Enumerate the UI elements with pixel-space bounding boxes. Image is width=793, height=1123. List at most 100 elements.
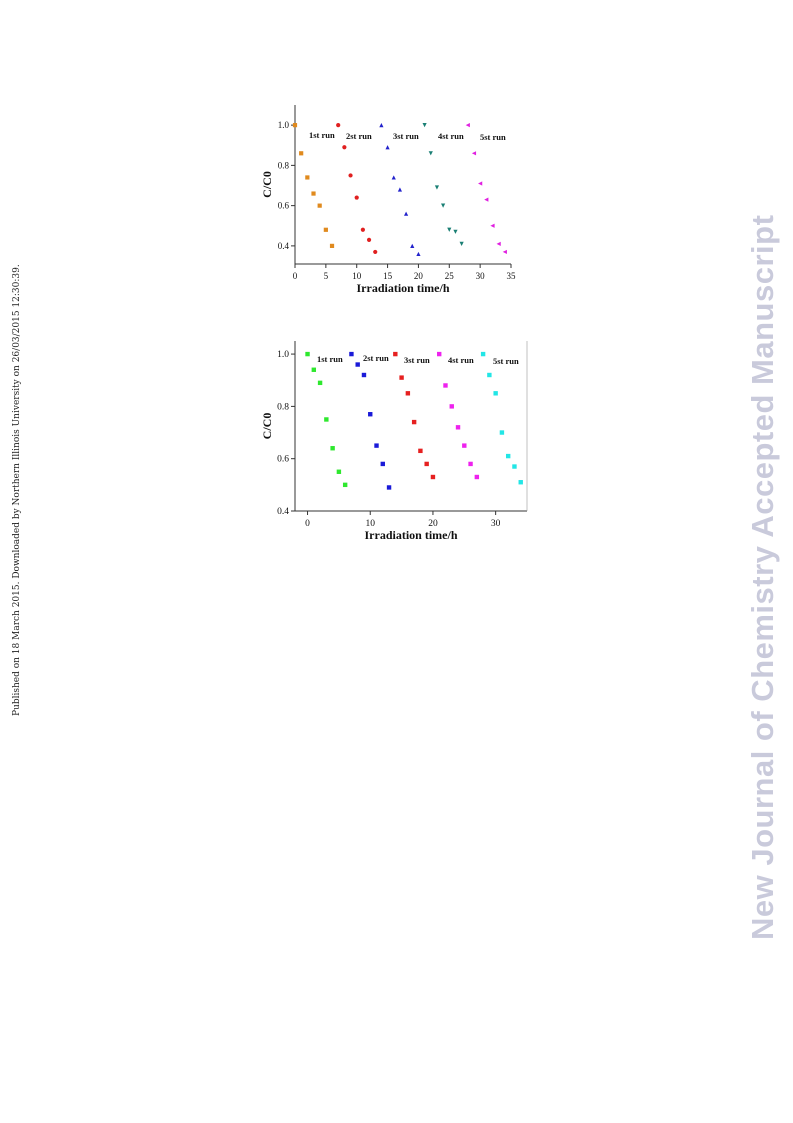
- data-point: [453, 229, 458, 234]
- series-label: 1st run: [317, 354, 343, 364]
- x-tick-label: 5: [324, 271, 329, 281]
- data-point: [484, 197, 489, 202]
- x-tick-label: 20: [414, 271, 424, 281]
- data-point: [490, 223, 495, 228]
- data-point: [474, 474, 480, 480]
- x-tick-label: 10: [365, 519, 375, 529]
- watermark-text: New Journal of Chemistry Accepted Manusc…: [745, 214, 780, 940]
- data-point: [441, 203, 446, 208]
- y-tick-label: 0.6: [278, 201, 290, 211]
- data-point: [386, 485, 392, 490]
- data-point: [434, 185, 440, 190]
- data-point: [422, 123, 427, 128]
- data-point: [443, 383, 448, 388]
- data-point: [418, 448, 423, 454]
- y-tick-label: 1.0: [278, 120, 290, 130]
- data-point: [468, 461, 473, 467]
- data-point: [374, 443, 379, 448]
- y-tick-label: 0.8: [278, 160, 290, 170]
- x-tick-label: 15: [383, 271, 393, 281]
- data-point: [496, 241, 501, 246]
- data-point: [399, 375, 404, 380]
- y-tick-label: 0.4: [278, 241, 290, 251]
- data-point: [505, 453, 511, 459]
- data-point: [391, 175, 396, 180]
- side-watermark: New Journal of Chemistry Accepted Manusc…: [745, 180, 785, 940]
- data-point: [411, 419, 417, 425]
- data-point: [480, 351, 486, 357]
- data-point: [360, 227, 365, 232]
- data-point: [317, 380, 323, 386]
- data-point: [342, 482, 348, 488]
- data-point: [462, 443, 467, 448]
- data-point: [428, 151, 433, 156]
- data-point: [459, 241, 464, 246]
- x-tick-label: 10: [352, 271, 362, 281]
- y-axis-label: C/C0: [260, 413, 274, 440]
- y-tick-label: 0.4: [277, 507, 289, 517]
- data-point: [348, 173, 353, 178]
- x-tick-label: 30: [491, 519, 501, 529]
- citation-text: Published on 18 March 2015. Downloaded b…: [12, 264, 22, 716]
- data-point: [471, 151, 477, 156]
- data-point: [447, 227, 452, 232]
- data-point: [349, 351, 354, 357]
- data-point: [416, 251, 421, 257]
- series-label: 3st run: [404, 355, 430, 365]
- x-tick-label: 0: [305, 519, 310, 529]
- series-label: 4st run: [438, 131, 464, 141]
- x-tick-label: 20: [428, 519, 438, 529]
- data-point: [379, 123, 384, 128]
- data-point: [502, 249, 507, 255]
- data-point: [380, 461, 385, 467]
- data-point: [336, 123, 341, 128]
- data-point: [342, 145, 347, 150]
- y-tick-label: 1.0: [277, 350, 289, 360]
- data-point: [373, 249, 378, 255]
- data-point: [449, 404, 454, 409]
- data-point: [330, 446, 335, 451]
- data-point: [361, 372, 367, 378]
- data-point: [324, 417, 329, 422]
- data-point: [354, 195, 359, 200]
- y-tick-label: 0.6: [277, 455, 289, 465]
- data-point: [292, 123, 298, 128]
- series-label: 3st run: [393, 131, 419, 141]
- series-label: 2st run: [363, 353, 389, 363]
- data-point: [329, 243, 335, 248]
- data-point: [336, 469, 342, 474]
- x-axis-label: Irradiation time/h: [365, 528, 458, 542]
- data-point: [397, 187, 403, 192]
- series-label: 5st run: [480, 132, 506, 142]
- x-axis-label: Irradiation time/h: [357, 281, 450, 295]
- data-point: [487, 372, 492, 378]
- data-point: [478, 181, 483, 186]
- series-label: 1st run: [309, 130, 335, 140]
- data-point: [366, 237, 372, 242]
- data-point: [323, 227, 328, 232]
- data-point: [305, 175, 310, 180]
- data-point: [512, 464, 517, 469]
- data-point: [403, 211, 409, 216]
- data-point: [430, 474, 436, 480]
- x-tick-label: 30: [476, 271, 486, 281]
- data-point: [465, 123, 470, 128]
- data-point: [437, 351, 442, 357]
- y-tick-label: 0.8: [277, 402, 289, 412]
- side-citation: Published on 18 March 2015. Downloaded b…: [12, 264, 28, 716]
- series-label: 2st run: [346, 131, 372, 141]
- series-label: 4st run: [448, 355, 474, 365]
- data-point: [385, 145, 390, 150]
- data-point: [311, 367, 317, 372]
- y-axis-label: C/C0: [260, 171, 274, 198]
- data-point: [493, 391, 498, 396]
- data-point: [518, 480, 523, 485]
- data-point: [455, 425, 461, 430]
- x-tick-label: 0: [293, 271, 298, 281]
- x-tick-label: 25: [445, 271, 455, 281]
- data-point: [405, 391, 411, 396]
- data-point: [410, 243, 415, 248]
- data-point: [311, 191, 316, 196]
- data-point: [355, 362, 360, 367]
- x-tick-label: 35: [507, 271, 517, 281]
